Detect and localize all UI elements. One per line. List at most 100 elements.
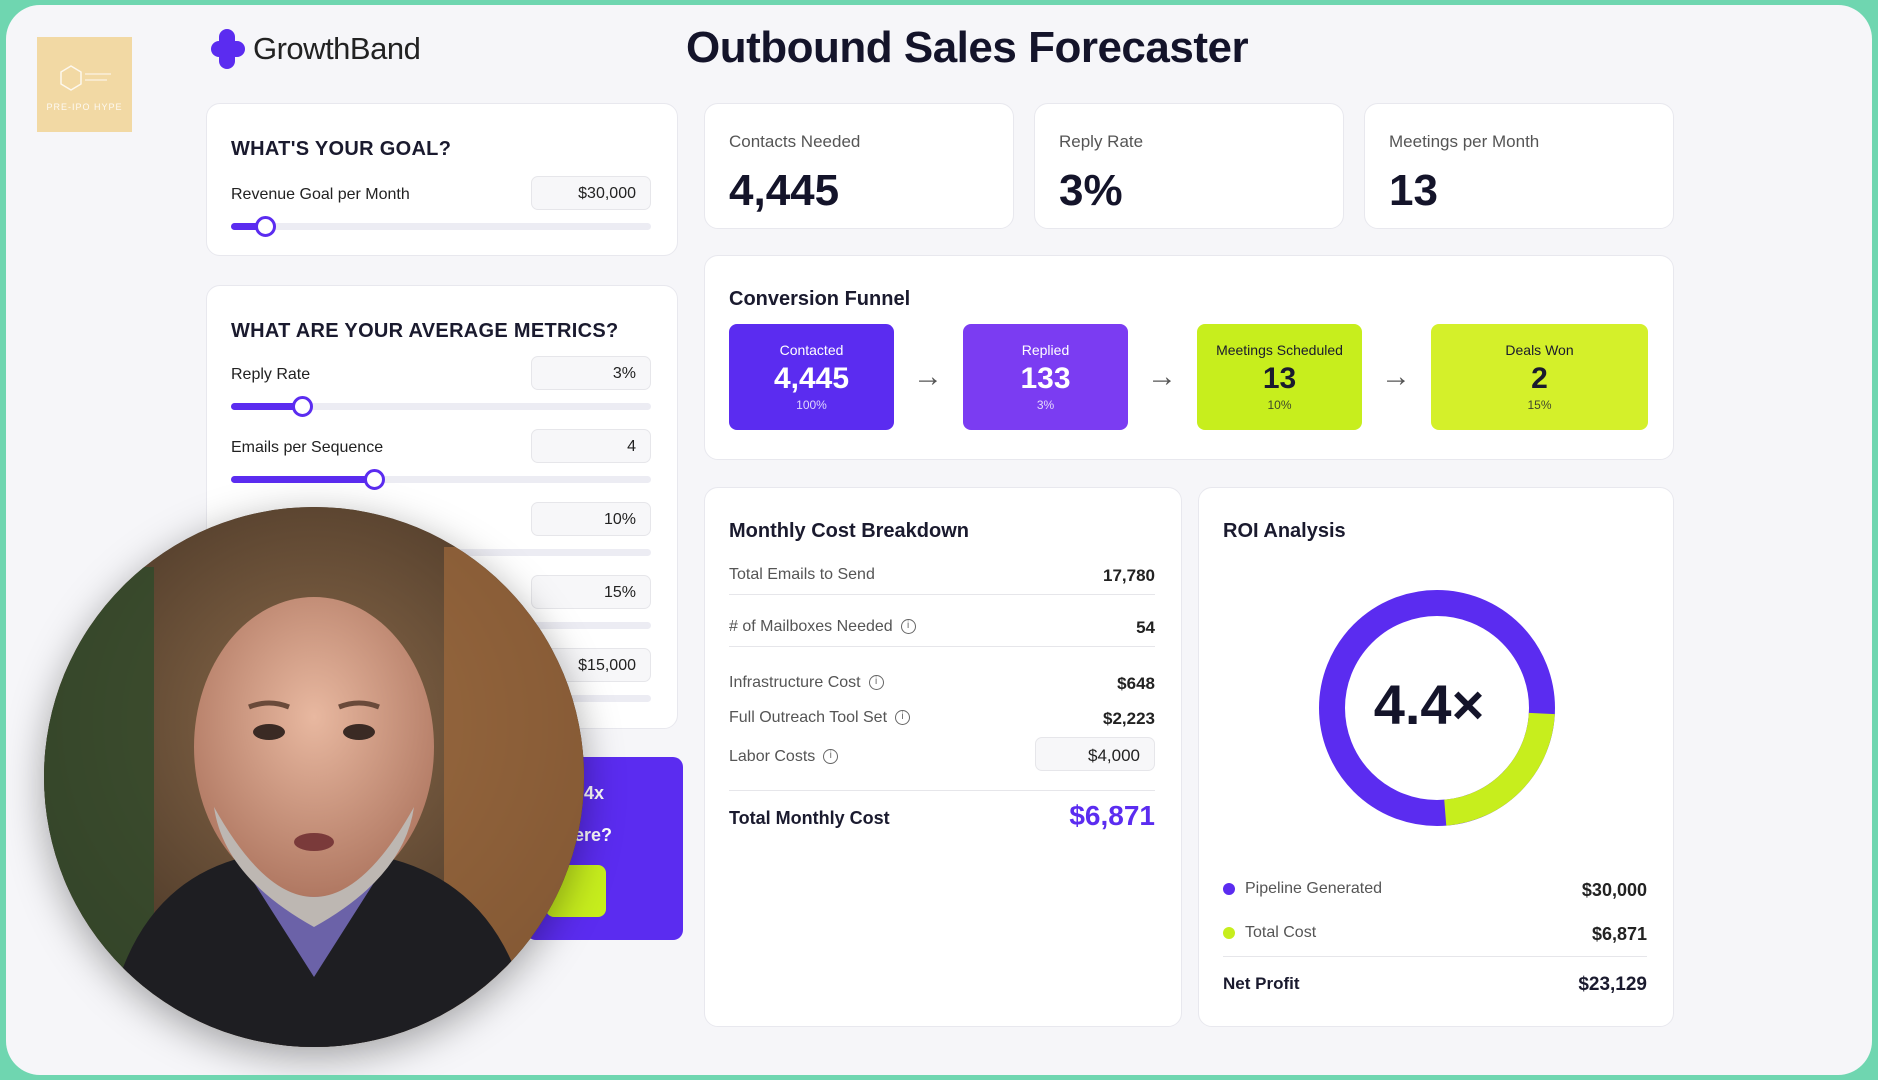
- cost-value: $6,871: [1591, 924, 1647, 944]
- roi-title: ROI Analysis: [1223, 520, 1346, 542]
- watermark-logo: PRE-IPO HYPE: [37, 37, 132, 132]
- app-frame: PRE-IPO HYPE GrowthBand Outbound Sales F…: [6, 5, 1872, 1075]
- total-monthly-cost-value: $6,871: [1069, 800, 1155, 831]
- presenter-image: [44, 507, 584, 1047]
- slider-fill: [231, 476, 374, 483]
- watermark-text: PRE-IPO HYPE: [46, 101, 123, 112]
- emails-per-sequence-slider[interactable]: [231, 469, 651, 490]
- funnel-stage-label: Contacted: [779, 342, 844, 358]
- cta-line-2: ere?: [574, 825, 613, 845]
- pipeline-dot-icon: [1223, 882, 1235, 895]
- brand: GrowthBand: [211, 29, 421, 69]
- funnel-stage-deals-won: Deals Won 2 15%: [1431, 324, 1648, 430]
- cta-line-1: 4x: [584, 783, 605, 803]
- funnel-stage-pct: 3%: [1036, 398, 1055, 412]
- stat-card-meetings: Meetings per Month 13: [1364, 103, 1674, 229]
- stat-label: Contacts Needed: [729, 132, 861, 151]
- funnel-title: Conversion Funnel: [729, 288, 911, 310]
- stat-label: Meetings per Month: [1389, 132, 1540, 151]
- brand-name: GrowthBand: [253, 31, 421, 66]
- info-icon[interactable]: i: [868, 675, 884, 691]
- reply-rate-input[interactable]: 3%: [531, 356, 651, 390]
- reply-rate-slider[interactable]: [231, 396, 651, 417]
- mailboxes-value: 54: [1136, 618, 1155, 637]
- goal-card: WHAT'S YOUR GOAL? Revenue Goal per Month…: [206, 103, 678, 256]
- reply-rate-label: Reply Rate: [231, 366, 311, 383]
- stat-card-contacts: Contacts Needed 4,445: [704, 103, 1014, 229]
- pipeline-value: $30,000: [1581, 880, 1647, 900]
- slider-fill: [231, 403, 303, 410]
- conversion-funnel-card: Conversion Funnel Contacted 4,445 100% →…: [704, 255, 1674, 460]
- revenue-goal-slider[interactable]: [231, 216, 651, 237]
- funnel-stage-meetings: Meetings Scheduled 13 10%: [1197, 324, 1362, 430]
- donut-ring-pipeline: [1319, 590, 1555, 826]
- divider: [729, 790, 1155, 791]
- roi-analysis-card: ROI Analysis 4.4× Pipeline Generated $30…: [1198, 487, 1674, 1027]
- funnel-stage-pct: 10%: [1267, 398, 1292, 412]
- arrow-right-icon: →: [1381, 360, 1411, 393]
- arrow-right-icon: →: [1147, 360, 1177, 393]
- divider: [1223, 956, 1647, 957]
- labor-cost-input[interactable]: $4,000: [1035, 737, 1155, 771]
- tools-value: $2,223: [1103, 709, 1155, 728]
- slider-thumb[interactable]: [254, 216, 276, 237]
- total-monthly-cost-label: Total Monthly Cost: [729, 808, 890, 828]
- info-icon[interactable]: i: [900, 619, 916, 635]
- labor-row: Labor Costs i: [729, 748, 1155, 766]
- total-emails-label: Total Emails to Send: [729, 566, 875, 583]
- emails-per-sequence-input[interactable]: 4: [531, 429, 651, 463]
- tools-label: Full Outreach Tool Set: [729, 709, 888, 726]
- funnel-stage-label: Replied: [1021, 342, 1070, 358]
- meeting-rate-input[interactable]: 10%: [531, 502, 651, 536]
- goal-title: WHAT'S YOUR GOAL?: [231, 138, 452, 160]
- revenue-goal-input[interactable]: $30,000: [531, 176, 651, 210]
- slider-thumb[interactable]: [292, 396, 314, 417]
- net-profit-row: Net Profit $23,129: [1223, 974, 1647, 995]
- tools-row: Full Outreach Tool Set i $2,223: [729, 709, 1155, 728]
- donut-segment-cost: [1319, 590, 1555, 826]
- info-icon[interactable]: i: [895, 710, 911, 726]
- pipeline-label: Pipeline Generated: [1245, 880, 1382, 897]
- funnel-stage-value: 13: [1262, 362, 1297, 395]
- funnel-stage-value: 4,445: [773, 362, 850, 395]
- roi-donut-chart: 4.4×: [1319, 590, 1555, 826]
- labor-label: Labor Costs: [729, 748, 816, 765]
- presenter-video: [44, 507, 584, 1047]
- close-rate-input[interactable]: 15%: [531, 575, 651, 609]
- cost-breakdown-card: Monthly Cost Breakdown Total Emails to S…: [704, 487, 1182, 1027]
- funnel-stage-pct: 15%: [1527, 398, 1552, 412]
- stat-label: Reply Rate: [1059, 132, 1144, 151]
- funnel-stage-replied: Replied 133 3%: [963, 324, 1128, 430]
- funnel-stage-label: Deals Won: [1505, 342, 1574, 358]
- mailboxes-label: # of Mailboxes Needed: [729, 618, 893, 635]
- total-emails-row: Total Emails to Send 17,780: [729, 566, 1155, 585]
- funnel-stage-contacted: Contacted 4,445 100%: [729, 324, 894, 430]
- slider-fill: [231, 223, 265, 230]
- info-icon[interactable]: i: [823, 749, 839, 765]
- divider: [729, 594, 1155, 595]
- cost-label: Total Cost: [1245, 924, 1317, 941]
- growthband-logo-icon: [211, 29, 245, 69]
- funnel-stage-value: 133: [1020, 362, 1071, 395]
- stat-value: 4,445: [729, 166, 840, 215]
- slider-thumb[interactable]: [363, 469, 385, 490]
- funnel-stage-value: 2: [1531, 362, 1548, 395]
- revenue-goal-label: Revenue Goal per Month: [231, 186, 410, 203]
- legend-pipeline-row: Pipeline Generated $30,000: [1223, 880, 1647, 900]
- stat-card-reply-rate: Reply Rate 3%: [1034, 103, 1344, 229]
- stat-value: 13: [1389, 166, 1438, 215]
- stat-value: 3%: [1059, 166, 1123, 215]
- emails-per-sequence-label: Emails per Sequence: [231, 439, 384, 456]
- net-profit-value: $23,129: [1578, 974, 1647, 995]
- infrastructure-value: $648: [1117, 674, 1155, 693]
- arrow-right-icon: →: [913, 360, 943, 393]
- metrics-title: WHAT ARE YOUR AVERAGE METRICS?: [231, 320, 619, 342]
- infrastructure-row: Infrastructure Cost i $648: [729, 674, 1155, 693]
- cost-title: Monthly Cost Breakdown: [729, 520, 970, 542]
- legend-cost-row: Total Cost $6,871: [1223, 924, 1647, 944]
- mailboxes-row: # of Mailboxes Needed i 54: [729, 618, 1155, 637]
- cost-dot-icon: [1223, 926, 1235, 939]
- total-emails-value: 17,780: [1103, 566, 1155, 585]
- net-profit-label: Net Profit: [1223, 974, 1300, 993]
- funnel-stage-label: Meetings Scheduled: [1216, 342, 1343, 358]
